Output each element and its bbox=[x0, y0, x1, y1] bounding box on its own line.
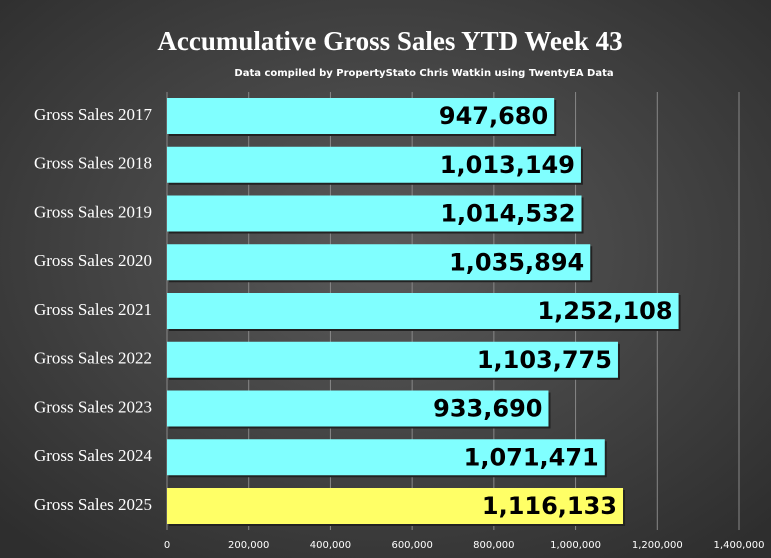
x-tick-label: 600,000 bbox=[391, 540, 432, 551]
x-tick-label: 1,400,000 bbox=[714, 540, 765, 551]
x-tick-label: 200,000 bbox=[228, 540, 269, 551]
value-label: 933,690 bbox=[433, 395, 542, 423]
y-tick-label: Gross Sales 2022 bbox=[34, 349, 152, 368]
y-tick-label: Gross Sales 2019 bbox=[34, 202, 152, 221]
value-label: 1,116,133 bbox=[482, 492, 617, 520]
value-label: 1,014,532 bbox=[440, 200, 575, 228]
value-label: 1,252,108 bbox=[537, 297, 672, 325]
chart-title: Accumulative Gross Sales YTD Week 43 bbox=[157, 26, 622, 56]
x-tick-label: 800,000 bbox=[473, 540, 514, 551]
y-tick-label: Gross Sales 2018 bbox=[34, 154, 152, 173]
y-tick-label: Gross Sales 2025 bbox=[34, 495, 152, 514]
x-tick-label: 400,000 bbox=[310, 540, 351, 551]
y-tick-label: Gross Sales 2017 bbox=[34, 105, 153, 124]
bar bbox=[167, 195, 582, 232]
value-label: 1,013,149 bbox=[440, 151, 575, 179]
chart-subtitle: Data compiled by PropertyStato Chris Wat… bbox=[234, 68, 613, 79]
value-label: 1,035,894 bbox=[449, 248, 584, 276]
y-tick-label: Gross Sales 2021 bbox=[34, 300, 152, 319]
x-tick-label: 1,000,000 bbox=[550, 540, 601, 551]
y-tick-label: Gross Sales 2023 bbox=[34, 397, 152, 416]
value-label: 1,103,775 bbox=[477, 346, 612, 374]
bar bbox=[167, 488, 624, 524]
bar bbox=[167, 341, 618, 378]
bar bbox=[167, 146, 581, 183]
bar bbox=[167, 98, 555, 134]
bar bbox=[167, 439, 605, 476]
bar bbox=[167, 293, 679, 329]
x-tick-label: 0 bbox=[164, 540, 170, 551]
y-tick-label: Gross Sales 2024 bbox=[34, 446, 153, 465]
x-tick-label: 1,200,000 bbox=[632, 540, 683, 551]
value-label: 947,680 bbox=[439, 102, 548, 130]
value-label: 1,071,471 bbox=[464, 443, 599, 471]
bar bbox=[167, 390, 549, 427]
bar bbox=[167, 244, 591, 281]
y-tick-label: Gross Sales 2020 bbox=[34, 251, 152, 270]
